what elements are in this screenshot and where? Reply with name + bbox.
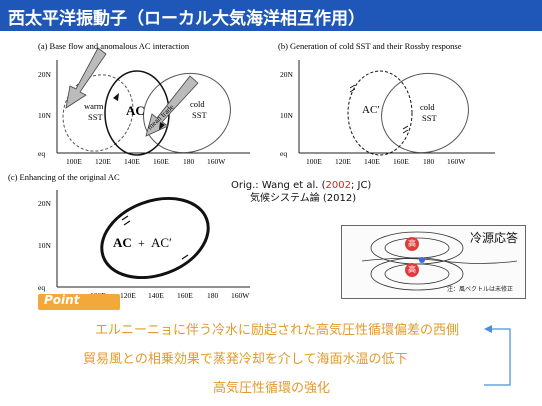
panel-b-ytick-10n: 10N bbox=[280, 111, 294, 120]
circulation-arrow-icon bbox=[349, 84, 356, 93]
panel-a-xtick: 180 bbox=[183, 157, 195, 166]
warm-sst-ellipse bbox=[62, 74, 134, 152]
high-label-bottom: 高 bbox=[408, 265, 416, 274]
cold-sst-ellipse bbox=[143, 72, 231, 154]
arrowhead-icon bbox=[484, 325, 492, 333]
panel-a-xtick: 100E bbox=[66, 157, 82, 166]
trade-wind-arrow-right bbox=[145, 75, 199, 137]
panel-b-xtick: 140E bbox=[364, 157, 380, 166]
panel-a-xtick: 160W bbox=[207, 157, 226, 166]
ac-prime-label: AC′ bbox=[362, 104, 380, 116]
inset-title: 冷源応答 bbox=[470, 231, 519, 245]
citation-book: 気候システム論 (2012) bbox=[250, 193, 357, 204]
panel-b-xtick: 120E bbox=[335, 157, 351, 166]
citation-prefix: Orig.: Wang et al. ( bbox=[231, 180, 326, 191]
panel-a-xtick: 140E bbox=[124, 157, 140, 166]
panel-c-ytick-20n: 20N bbox=[38, 199, 52, 208]
panel-b-title: (b) Generation of cold SST and their Ros… bbox=[278, 41, 462, 51]
panel-a-ytick-10n: 10N bbox=[38, 111, 52, 120]
circulation-arrow-icon bbox=[181, 254, 191, 265]
citation: Orig.: Wang et al. (2002; JC) 気候システム論 (2… bbox=[231, 179, 371, 205]
ac-label: AC bbox=[126, 103, 145, 118]
ac-prime-ellipse bbox=[347, 70, 413, 156]
streamline bbox=[384, 263, 450, 285]
citation-line: Orig.: Wang et al. (2002; JC) bbox=[231, 179, 371, 192]
panel-b-diagram: (b) Generation of cold SST and their Ros… bbox=[278, 41, 495, 166]
slide-title: 西太平洋振動子（ローカル大気海洋相互作用） bbox=[8, 9, 365, 29]
panel-c-ytick-eq: eq bbox=[38, 283, 45, 292]
panel-a-xtick: 120E bbox=[95, 157, 111, 166]
warm-sst-label: SST bbox=[88, 112, 103, 122]
panel-b-ytick-eq: eq bbox=[280, 149, 287, 158]
point-label: Point bbox=[44, 293, 80, 307]
note-line-1: エルニーニョに伴う冷水に励起された高気圧性循環偏差の西側 bbox=[95, 323, 460, 338]
plus-label: + bbox=[138, 236, 145, 250]
streamline bbox=[370, 257, 464, 291]
enhanced-ac-ellipse bbox=[100, 196, 210, 280]
citation-suffix: ; JC) bbox=[350, 180, 372, 191]
circulation-arrow-icon bbox=[159, 122, 165, 130]
note-line-2: 貿易風との相乗効果で蒸発冷却を介して海面水温の低下 bbox=[83, 352, 408, 367]
cold-sst-ellipse bbox=[381, 72, 469, 154]
ac-label: AC bbox=[113, 235, 132, 250]
panel-b-xtick: 160W bbox=[447, 157, 466, 166]
cold-source-response-inset: 高 高 bbox=[341, 225, 526, 299]
inset-note: 注：風ベクトルは未修正 bbox=[447, 286, 514, 293]
inset-streamlines bbox=[361, 231, 518, 291]
panel-c-title: (c) Enhancing of the original AC bbox=[8, 172, 120, 182]
panel-c-xtick: 120E bbox=[120, 291, 136, 300]
panel-c-xtick: 140E bbox=[148, 291, 164, 300]
ac-prime-label: AC′ bbox=[151, 235, 172, 250]
panel-c-xtick: 180 bbox=[207, 291, 219, 300]
streamline bbox=[361, 258, 518, 264]
cold-label: cold bbox=[420, 102, 435, 112]
high-pressure-marker bbox=[405, 237, 419, 251]
feedback-loop-line bbox=[484, 328, 511, 386]
panel-c-xtick: 160E bbox=[177, 291, 193, 300]
panel-a-ytick-20n: 20N bbox=[38, 70, 52, 79]
trade-wind-arrow-left bbox=[65, 47, 107, 109]
cold-label: cold bbox=[190, 99, 205, 109]
panel-c-xtick: 160W bbox=[231, 291, 250, 300]
high-label-top: 高 bbox=[408, 239, 416, 248]
circulation-arrow-icon bbox=[113, 93, 119, 101]
header-bar: 西太平洋振動子（ローカル大気海洋相互作用） bbox=[0, 0, 542, 31]
cold-source-marker bbox=[419, 257, 425, 263]
panel-a-xtick: 160E bbox=[153, 157, 169, 166]
cold-sst-label: SST bbox=[422, 113, 437, 123]
panel-b-xtick: 160E bbox=[393, 157, 409, 166]
high-pressure-marker bbox=[405, 263, 419, 277]
warm-label: warm bbox=[84, 101, 104, 111]
panel-b-ytick-20n: 20N bbox=[280, 70, 294, 79]
panel-b-xtick: 100E bbox=[306, 157, 322, 166]
panel-c-ytick-10n: 10N bbox=[38, 241, 52, 250]
panel-c-diagram: (c) Enhancing of the original AC 20N 10N… bbox=[8, 172, 250, 300]
circulation-arrow-icon bbox=[402, 125, 409, 134]
citation-year: 2002 bbox=[325, 180, 351, 191]
circulation-arrow-icon bbox=[121, 215, 131, 226]
panel-a-ytick-eq: eq bbox=[38, 149, 45, 158]
panel-a-diagram: (a) Base flow and anomalous AC interacti… bbox=[38, 41, 250, 166]
cold-sst-label: SST bbox=[192, 110, 207, 120]
note-line-3: 高気圧性循環の強化 bbox=[213, 381, 331, 396]
panel-b-xtick: 180 bbox=[423, 157, 435, 166]
point-badge bbox=[38, 294, 120, 310]
panel-a-title: (a) Base flow and anomalous AC interacti… bbox=[38, 41, 190, 51]
feedback-arrow bbox=[484, 325, 511, 386]
